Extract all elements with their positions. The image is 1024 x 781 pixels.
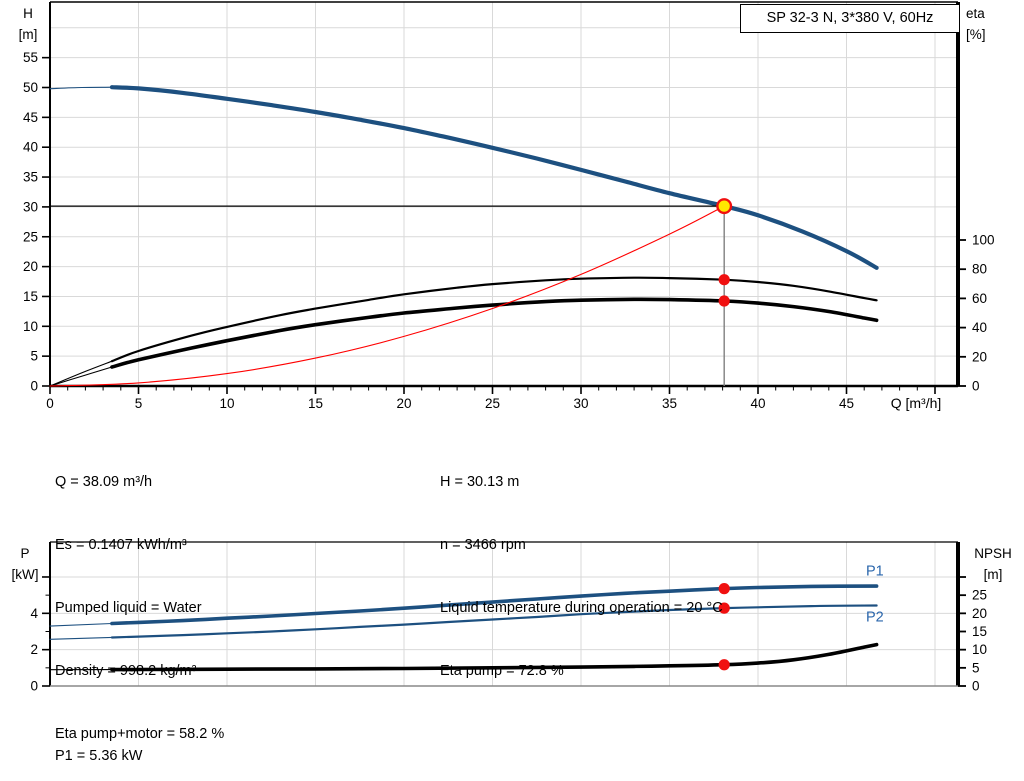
- eta-tick-label: 20: [972, 349, 987, 364]
- npsh-axis-name: NPSH: [974, 546, 1012, 561]
- h-tick-label: 5: [30, 349, 38, 364]
- curve-eta-pump-curve: [110, 276, 878, 363]
- info-line-temperature: Liquid temperature during operation = 20…: [440, 600, 723, 616]
- efficiency-marker-dot: [718, 295, 730, 307]
- eta-axis-title: eta [%]: [966, 3, 1016, 45]
- info-line-density: Density = 998.2 kg/m³: [55, 663, 197, 679]
- power-marker-dot: [718, 583, 730, 595]
- npsh-axis-title: NPSH [m]: [964, 543, 1022, 585]
- pump-type-box: SP 32-3 N, 3*380 V, 60Hz: [740, 4, 960, 33]
- duty-point-marker: [716, 198, 733, 215]
- info-line-es: Es = 0.1407 kWh/m³: [55, 537, 187, 553]
- h-tick-label: 50: [23, 80, 38, 95]
- info-line-speed: n = 3466 rpm: [440, 537, 526, 553]
- h-axis-name: H: [23, 6, 33, 21]
- info-line-q: Q = 38.09 m³/h: [55, 474, 153, 490]
- curve-head-curve-thin: [49, 86, 113, 90]
- npsh-tick-label: 15: [972, 624, 987, 639]
- q-tick-label: 35: [662, 396, 677, 411]
- p-axis-title: P [kW]: [4, 543, 46, 585]
- curve-P1-curve: [110, 584, 879, 626]
- q-tick-label: 45: [839, 396, 854, 411]
- npsh-tick-label: 5: [972, 660, 980, 675]
- curve-NPSH-curve: [110, 642, 879, 672]
- eta-tick-label: 100: [972, 233, 995, 248]
- info-line-eta-total: Eta pump+motor = 58.2 %: [55, 726, 225, 742]
- q-tick-label: 20: [396, 396, 411, 411]
- eta-axis-name: eta: [966, 6, 985, 21]
- h-tick-label: 10: [23, 319, 38, 334]
- h-tick-label: 35: [23, 170, 38, 185]
- h-tick-label: 30: [23, 199, 38, 214]
- eta-tick-label: 80: [972, 262, 987, 277]
- power-marker-dot: [718, 659, 730, 671]
- h-tick-label: 20: [23, 259, 38, 274]
- info-line-h: H = 30.13 m: [440, 474, 520, 490]
- npsh-tick-label: 20: [972, 606, 987, 621]
- q-tick-label: 15: [308, 396, 323, 411]
- efficiency-marker-dot: [718, 274, 730, 286]
- h-tick-label: 0: [30, 379, 38, 394]
- info-line-p1: P1 = 5.36 kW: [55, 748, 143, 764]
- p-tick-label: 2: [30, 642, 38, 657]
- npsh-tick-label: 10: [972, 642, 987, 657]
- h-axis-unit: [m]: [18, 27, 38, 42]
- h-axis-title: H [m]: [8, 3, 48, 45]
- npsh-tick-label: 0: [972, 679, 980, 694]
- info-line-liquid: Pumped liquid = Water: [55, 600, 202, 616]
- h-tick-label: 45: [23, 110, 38, 125]
- h-tick-label: 40: [23, 140, 38, 155]
- eta-tick-label: 40: [972, 320, 987, 335]
- h-tick-label: 15: [23, 289, 38, 304]
- npsh-axis-unit: [m]: [983, 567, 1003, 582]
- curve-P2-curve-thin: [49, 636, 113, 640]
- curve-eta-pump-curve-thin: [49, 360, 113, 387]
- q-tick-label: 5: [135, 396, 143, 411]
- info-line-eta-pump: Eta pump = 72.8 %: [440, 663, 564, 679]
- curve-system-curve: [49, 205, 725, 387]
- series-label-P1: P1: [866, 564, 884, 580]
- power-marker-dot: [718, 602, 730, 614]
- curve-P1-curve-thin: [49, 622, 113, 627]
- power-info: P1 = 5.36 kW P2 = 4.287 kW NPSH = 5.85 m: [55, 704, 156, 781]
- q-tick-label: 40: [750, 396, 765, 411]
- p-tick-label: 4: [30, 606, 38, 621]
- series-label-P2: P2: [866, 610, 884, 626]
- duty-info-right: H = 30.13 m n = 3466 rpm Liquid temperat…: [440, 430, 723, 724]
- q-tick-label: 10: [219, 396, 234, 411]
- p-axis-unit: [kW]: [11, 567, 39, 582]
- q-tick-label: 25: [485, 396, 500, 411]
- p-axis-name: P: [20, 546, 30, 561]
- h-tick-label: 55: [23, 50, 38, 65]
- q-tick-label: 30: [573, 396, 588, 411]
- h-tick-label: 25: [23, 229, 38, 244]
- q-axis-unit-label: Q [m³/h]: [891, 395, 942, 411]
- q-tick-label: 0: [46, 396, 54, 411]
- npsh-tick-label: 25: [972, 588, 987, 603]
- curve-eta-pump-motor-curve-thin: [49, 366, 113, 387]
- eta-tick-label: 0: [972, 379, 980, 394]
- curve-P2-curve: [110, 604, 878, 639]
- curve-eta-pump-motor-curve: [110, 297, 879, 369]
- eta-axis-unit: [%]: [966, 27, 986, 42]
- curve-head-curve: [109, 85, 879, 270]
- duty-info-left: Q = 38.09 m³/h Es = 0.1407 kWh/m³ Pumped…: [55, 430, 224, 781]
- p-tick-label: 0: [30, 679, 38, 694]
- eta-tick-label: 60: [972, 291, 987, 306]
